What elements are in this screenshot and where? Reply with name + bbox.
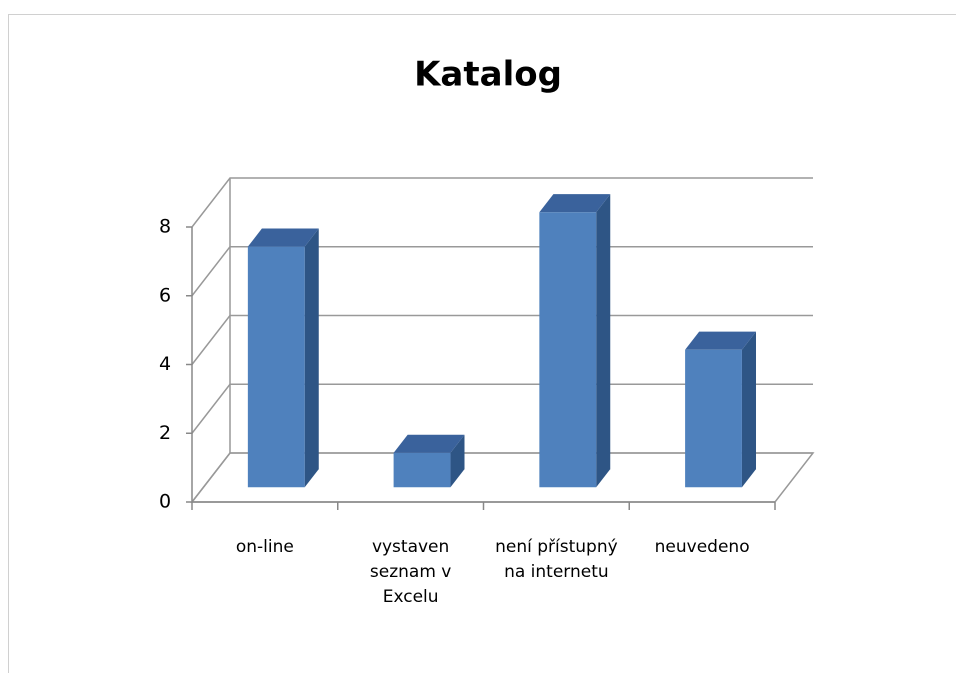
y-tick-label: 8 (159, 216, 171, 238)
x-tick-label: vystaven seznam v Excelu (369, 537, 452, 607)
grid-line (191, 452, 813, 503)
y-tick-label: 2 (159, 422, 171, 444)
grid-line (191, 177, 813, 228)
bar (247, 228, 319, 488)
grid-line (191, 246, 813, 297)
bar-front (685, 349, 742, 488)
y-tick-label: 0 (159, 491, 171, 513)
bar-side (450, 434, 465, 488)
bar-top (393, 434, 465, 453)
bar-side (741, 331, 757, 488)
chart-title: Katalog (414, 55, 562, 95)
bar (685, 331, 757, 488)
bar-front (539, 212, 597, 488)
y-tick-label: 6 (159, 284, 171, 306)
bar-front (393, 452, 451, 488)
chart-border (8, 14, 956, 673)
grid-line (191, 314, 813, 365)
bar-top (247, 228, 319, 247)
bar-side (596, 194, 611, 488)
bar-front (247, 246, 305, 488)
x-tick-label: neuvedeno (654, 537, 750, 557)
grid-line (191, 383, 813, 434)
x-tick-label: on-line (235, 537, 294, 557)
bar-top (539, 194, 611, 213)
y-tick-label: 4 (159, 353, 171, 375)
bar-side (304, 228, 319, 488)
x-tick-label: není přístupný na internetu (495, 537, 618, 582)
bar (539, 194, 611, 488)
bar-top (685, 331, 757, 350)
bar (393, 434, 465, 488)
